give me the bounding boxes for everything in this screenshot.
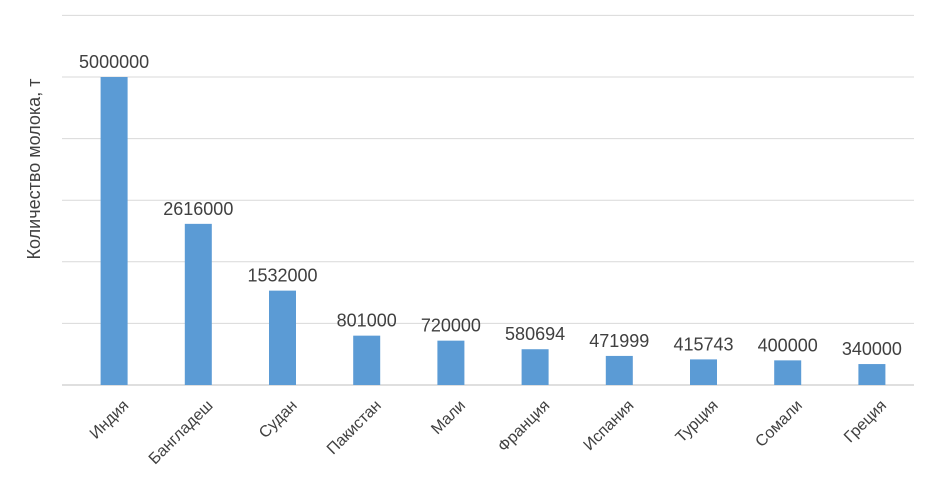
bar bbox=[269, 290, 296, 385]
data-label: 801000 bbox=[337, 311, 397, 331]
data-label: 415743 bbox=[673, 334, 733, 354]
data-label: 2616000 bbox=[163, 199, 233, 219]
data-label: 340000 bbox=[842, 339, 902, 359]
x-axis-tick-labels: Индия Бангладеш Судан Пакистан Мали Франция Ис… bbox=[87, 397, 890, 468]
x-tick-label: Бангладеш bbox=[146, 397, 217, 468]
bar bbox=[100, 77, 128, 385]
data-label: 400000 bbox=[758, 335, 818, 355]
x-tick-label: Пакистан bbox=[324, 397, 385, 458]
bar bbox=[184, 223, 212, 385]
data-labels: 5000000 2616000 1532000 801000 720000 580694 4… bbox=[79, 52, 902, 359]
data-label: 720000 bbox=[421, 316, 481, 336]
x-tick-label: Испания bbox=[581, 397, 638, 454]
bar bbox=[521, 349, 549, 385]
x-tick-label: Франция bbox=[495, 397, 553, 455]
x-tick-label: Сомали bbox=[752, 397, 805, 450]
x-tick-label: Греция bbox=[841, 397, 890, 446]
x-tick-label: Турция bbox=[673, 397, 722, 446]
x-tick-label: Индия bbox=[87, 397, 132, 442]
bar bbox=[858, 364, 886, 385]
bar bbox=[353, 335, 381, 385]
data-label: 1532000 bbox=[247, 266, 317, 286]
x-tick-label: Судан bbox=[256, 397, 301, 442]
bar bbox=[437, 340, 465, 385]
bar bbox=[774, 360, 802, 385]
y-axis-title: Количество молока, т bbox=[24, 79, 44, 260]
bar bbox=[690, 359, 717, 385]
data-label: 580694 bbox=[505, 324, 565, 344]
bars bbox=[100, 77, 886, 385]
data-label: 5000000 bbox=[79, 52, 149, 72]
data-label: 471999 bbox=[589, 331, 649, 351]
x-tick-label: Мали bbox=[428, 397, 469, 438]
bar bbox=[605, 355, 633, 385]
